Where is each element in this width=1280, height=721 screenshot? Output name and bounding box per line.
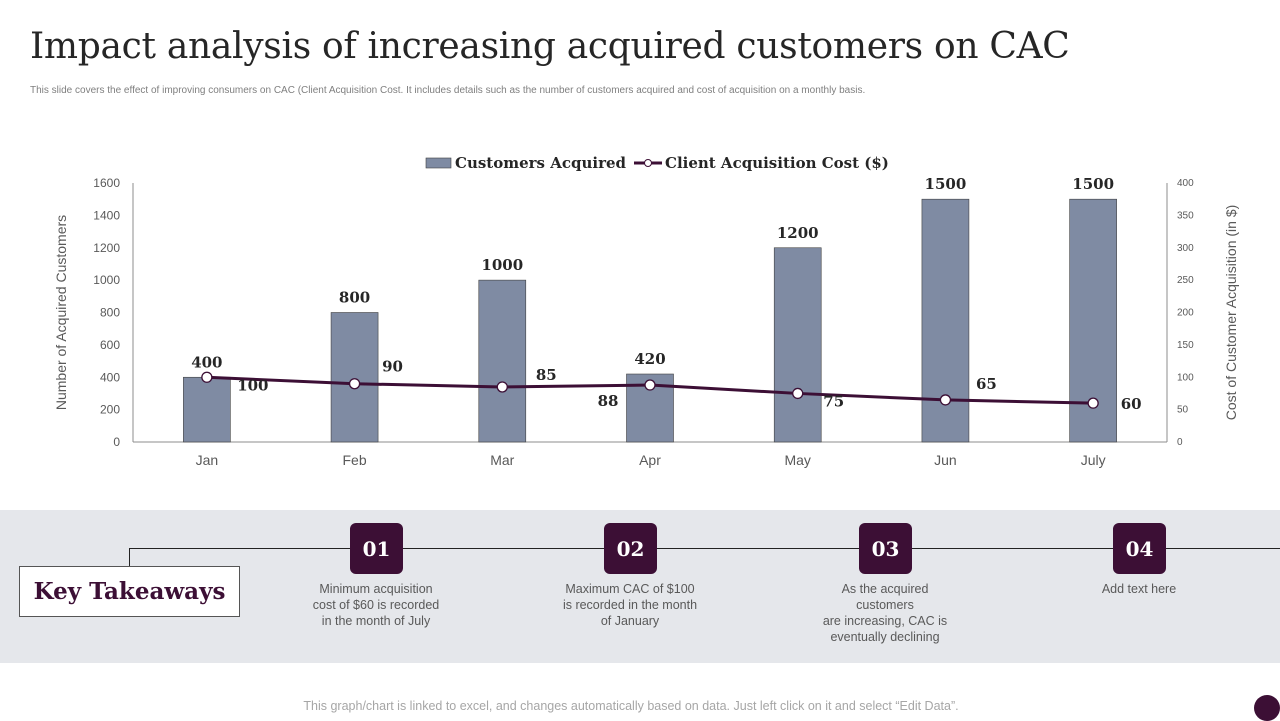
takeaway-badge-3: 03 <box>859 523 912 574</box>
footer-note: This graph/chart is linked to excel, and… <box>303 699 959 713</box>
takeaway-text-4: Add text here <box>1101 582 1177 596</box>
cac-point-apr <box>644 379 656 391</box>
bar-value-label: 1500 <box>1072 175 1114 193</box>
bar-jan <box>183 376 231 443</box>
cac-value-label: 100 <box>237 376 268 394</box>
y2-tick-label: 200 <box>1177 308 1194 319</box>
y-tick-label: 1200 <box>93 241 120 255</box>
page-title: Impact analysis of increasing acquired c… <box>30 26 1070 67</box>
takeaway-badge-2: 02 <box>604 523 657 574</box>
bar-may <box>773 247 822 443</box>
y2-tick-label: 50 <box>1177 405 1189 416</box>
cac-value-label: 65 <box>976 375 997 393</box>
takeaway-badge-4: 04 <box>1113 523 1166 574</box>
combo-chart[interactable]: 0 200 400 600 800 1000 1200 1400 1600 0 50 100 150 20… <box>0 140 1280 480</box>
bar-value-label: 420 <box>634 350 665 368</box>
cac-point-may <box>792 387 804 400</box>
bar-value-label: 800 <box>339 289 370 307</box>
bar-jun <box>921 198 970 443</box>
y-tick-label: 1000 <box>93 273 120 287</box>
timeline-line <box>129 548 1280 549</box>
bar-value-label: 400 <box>191 353 222 371</box>
cac-point-jan <box>201 371 213 383</box>
y2-tick-label: 350 <box>1177 210 1194 221</box>
y-tick-label: 400 <box>100 370 120 384</box>
connector-line <box>129 548 130 567</box>
y2-tick-label: 0 <box>1177 437 1183 448</box>
page-subtitle: This slide covers the effect of improvin… <box>30 85 866 96</box>
y2-tick-label: 300 <box>1177 243 1194 254</box>
x-tick-label: Feb <box>343 452 367 468</box>
cac-value-label: 88 <box>598 392 619 410</box>
cac-point-july <box>1087 397 1099 409</box>
cac-value-label: 90 <box>382 358 403 376</box>
y-tick-label: 0 <box>113 435 120 449</box>
legend-bar-swatch <box>425 157 452 169</box>
cac-point-jun <box>939 394 952 406</box>
bar-feb <box>330 312 379 443</box>
corner-decoration <box>1254 695 1280 721</box>
x-tick-label: May <box>784 452 810 468</box>
bar-mar <box>478 279 527 443</box>
cac-value-label: 60 <box>1121 395 1142 413</box>
legend-customers-label: Customers Acquired <box>455 154 627 172</box>
bar-value-label: 1000 <box>481 256 523 274</box>
takeaway-badge-1: 01 <box>350 523 403 574</box>
cac-point-feb <box>348 378 361 390</box>
cac-point-mar <box>496 381 508 393</box>
cac-value-label: 85 <box>536 366 557 384</box>
x-tick-label: Jun <box>934 452 957 468</box>
y-tick-label: 800 <box>100 306 120 320</box>
y-tick-label: 1400 <box>93 208 120 222</box>
y2-tick-label: 150 <box>1177 340 1194 351</box>
x-tick-label: Apr <box>639 452 661 468</box>
x-tick-label: Jan <box>196 452 219 468</box>
y-tick-label: 600 <box>100 338 120 352</box>
y2-tick-label: 100 <box>1177 372 1194 383</box>
bar-value-label: 1200 <box>777 224 819 242</box>
y-axis-title: Number of Acquired Customers <box>53 215 69 410</box>
x-tick-label: Mar <box>490 452 514 468</box>
y2-tick-label: 400 <box>1177 178 1194 189</box>
takeaway-text-2: Maximum CAC of $100 is recorded in the m… <box>562 582 698 628</box>
y2-tick-label: 250 <box>1177 275 1194 286</box>
y2-axis-title: Cost of Customer Acquisition (in $) <box>1223 205 1239 421</box>
cac-value-label: 75 <box>823 392 844 410</box>
y-tick-label: 1600 <box>93 176 120 190</box>
legend-cac-label: Client Acquisition Cost ($) <box>665 154 889 172</box>
y-tick-label: 200 <box>100 403 120 417</box>
x-tick-label: July <box>1081 452 1106 468</box>
bar-value-label: 1500 <box>925 175 967 193</box>
legend-line-marker <box>644 159 652 167</box>
takeaway-text-1: Minimum acquisition cost of $60 is recor… <box>312 582 440 628</box>
key-takeaways-heading: Key Takeaways <box>19 566 240 617</box>
takeaway-text-3: As the acquired customers are increasing… <box>822 582 948 644</box>
